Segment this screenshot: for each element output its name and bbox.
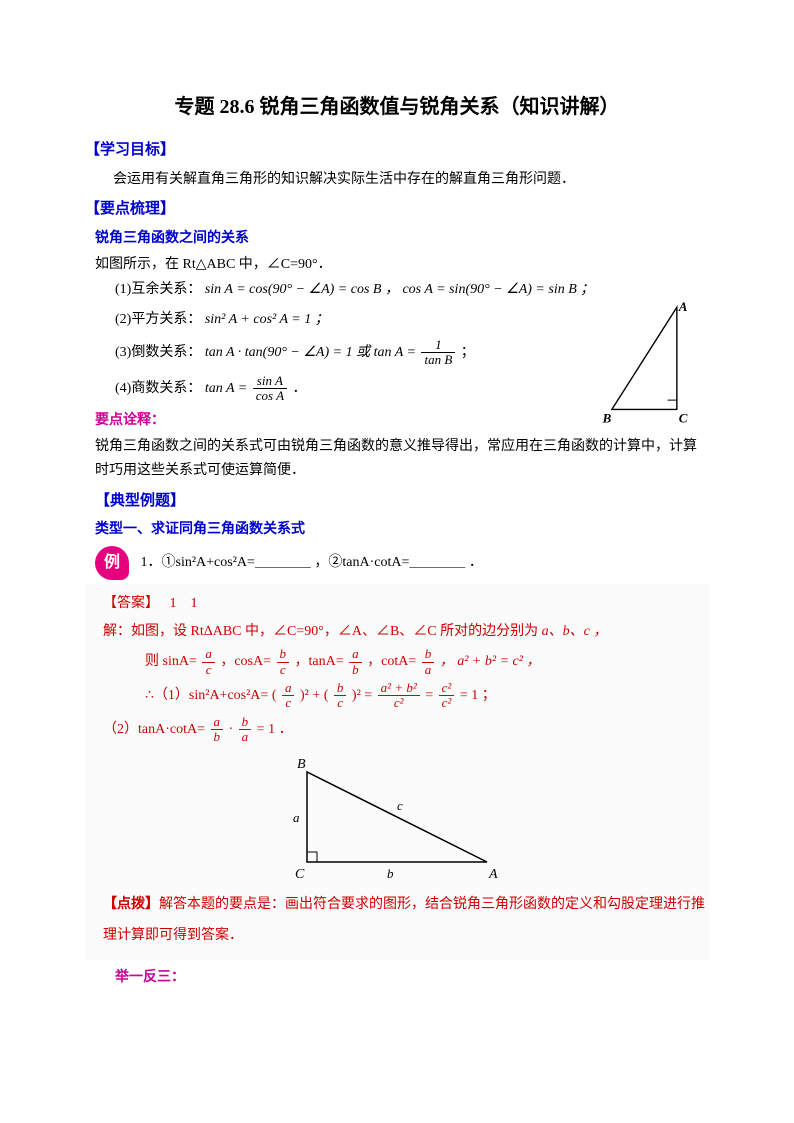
sol4-pre: （2）tanA·cotA= <box>103 722 209 737</box>
example-badge: 例 <box>95 546 129 580</box>
goal-text: 会运用有关解直角三角形的知识解决实际生活中存在的解直角三角形问题． <box>85 168 709 192</box>
svg-text:B: B <box>602 411 612 426</box>
rel4-prefix: tan A = <box>205 381 251 396</box>
sol2-m1: ，cosA= <box>220 654 271 669</box>
fr-c2c: c² <box>439 681 455 696</box>
sol3-m1: )² + ( <box>300 688 328 703</box>
fr-c2d: c² <box>439 696 455 710</box>
fr-a: a <box>202 647 215 662</box>
svg-text:A: A <box>488 867 498 882</box>
svg-text:C: C <box>679 411 688 426</box>
sol2-pre: 则 sinA= <box>145 654 197 669</box>
sol3-end: = 1 ； <box>460 688 496 703</box>
sol2-m3: ，cotA= <box>367 654 416 669</box>
fr-c: c <box>202 663 215 677</box>
rel3-label: (3)倒数关系： <box>115 345 201 360</box>
relation-block: A B C (1)互余关系： sin A = cos(90° − ∠A) = c… <box>85 278 709 403</box>
rel1-expr: sin A = cos(90° − ∠A) = cos B ， cos A = … <box>205 282 594 297</box>
outline-header: 【要点梳理】 <box>85 197 709 223</box>
fr-b3: b <box>422 647 435 662</box>
answer-line: 【答案】 1 1 <box>103 592 709 616</box>
fr-a2: a <box>349 647 362 662</box>
rel3-suffix: ； <box>461 345 475 360</box>
goal-header: 【学习目标】 <box>85 138 709 164</box>
rel4-den: cos A <box>253 389 287 403</box>
sol-line-3: ∴（1）sin²A+cos²A= ( ac )² + ( bc )² = a² … <box>145 681 709 711</box>
fr-c2: c <box>277 663 290 677</box>
fr-a4: a <box>282 681 295 696</box>
solution-area: 【答案】 1 1 解：如图，设 RtΔABC 中，∠C=90°，∠A、∠B、∠C… <box>85 584 709 960</box>
triangle-right-icon: A B C <box>599 298 699 428</box>
sol2-m2: ，tanA= <box>295 654 344 669</box>
relation-header: 锐角三角函数之间的关系 <box>95 227 709 251</box>
fr-b2: b <box>349 663 362 677</box>
sol3-eq: = <box>425 688 436 703</box>
example-row: 例 1．①sin²A+cos²A=＿＿＿＿ ，②tanA·cotA=＿＿＿＿ ． <box>85 546 709 580</box>
svg-text:A: A <box>678 299 688 314</box>
hint-text: 解答本题的要点是：画出符合要求的图形，结合锐角三角形函数的定义和勾股定理进行推理… <box>103 897 705 943</box>
sol-abc: a、b、c ， <box>542 624 608 639</box>
triangle-bottom-icon: B C A a b c <box>287 752 507 882</box>
sol-prefix: 解：如图，设 RtΔABC 中，∠C=90°，∠A、∠B、∠C 所对的边分别为 <box>103 624 542 639</box>
svg-text:a: a <box>293 810 300 825</box>
question-1: 1．①sin²A+cos²A=＿＿＿＿ ，②tanA·cotA=＿＿＿＿ ． <box>141 555 483 570</box>
sol3-m2: )² = <box>352 688 376 703</box>
note-text: 锐角三角函数之间的关系式可由锐角三角函数的意义推导得出，常应用在三角函数的计算中… <box>95 435 709 483</box>
relation-intro: 如图所示，在 Rt△ABC 中，∠C=90°． <box>95 253 709 277</box>
sol-line-4: （2）tanA·cotA= ab · ba = 1 ． <box>103 715 709 745</box>
answer-values: 1 1 <box>170 596 198 611</box>
fr-b4: b <box>334 681 347 696</box>
fr-c5: c <box>334 696 347 710</box>
follow-header: 举一反三： <box>115 966 709 990</box>
rel4-label: (4)商数关系： <box>115 381 201 396</box>
fr-c2b: c² <box>378 696 420 710</box>
rel1-label: (1)互余关系： <box>115 282 201 297</box>
rel3-den: tan B <box>421 353 455 367</box>
fr-ab2: a² + b² <box>378 681 420 696</box>
fr-b6: b <box>239 715 252 730</box>
rel4-num: sin A <box>253 374 287 389</box>
sol3-pre: ∴（1）sin²A+cos²A= ( <box>145 688 276 703</box>
page-title: 专题 28.6 锐角三角函数值与锐角关系（知识讲解） <box>85 90 709 124</box>
examples-header: 【典型例题】 <box>95 489 709 515</box>
sol-line-1: 解：如图，设 RtΔABC 中，∠C=90°，∠A、∠B、∠C 所对的边分别为 … <box>103 620 709 644</box>
sol-line-2: 则 sinA= ac ，cosA= bc ，tanA= ab ，cotA= ba… <box>145 647 709 677</box>
hint-head: 【点拨】 <box>103 897 159 912</box>
rel2-label: (2)平方关系： <box>115 312 201 327</box>
sol2-end: ， a² + b² = c² ， <box>440 654 541 669</box>
fr-b5: b <box>211 730 224 744</box>
fr-a3: a <box>422 663 435 677</box>
fr-c4: c <box>282 696 295 710</box>
rel3-prefix: tan A · tan(90° − ∠A) = 1 或 tan A = <box>205 345 420 360</box>
rel2-expr: sin² A + cos² A = 1 ； <box>205 312 329 327</box>
sol4-end: = 1 ． <box>257 722 293 737</box>
rel3-frac: 1 tan B <box>421 338 455 368</box>
rel3-num: 1 <box>421 338 455 353</box>
rel4-frac: sin A cos A <box>253 374 287 404</box>
type1-header: 类型一、求证同角三角函数关系式 <box>95 518 709 542</box>
hint-line: 【点拨】解答本题的要点是：画出符合要求的图形，结合锐角三角形函数的定义和勾股定理… <box>103 890 709 952</box>
svg-text:C: C <box>295 867 305 882</box>
svg-text:b: b <box>387 866 394 881</box>
fr-a5: a <box>211 715 224 730</box>
fr-a6: a <box>239 730 252 744</box>
answer-head: 【答案】 <box>103 596 159 611</box>
svg-text:B: B <box>297 757 306 772</box>
fr-b: b <box>277 647 290 662</box>
rel4-suffix: ． <box>293 381 307 396</box>
svg-text:c: c <box>397 798 403 813</box>
